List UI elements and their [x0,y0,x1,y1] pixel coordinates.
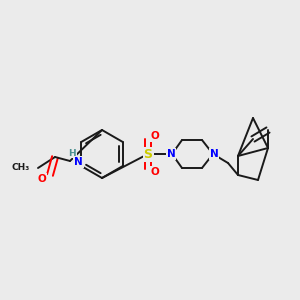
Text: N: N [167,149,176,159]
Text: O: O [151,167,159,177]
Text: N: N [74,157,83,167]
Text: O: O [38,174,46,184]
Text: N: N [210,149,218,159]
Text: CH₃: CH₃ [12,164,30,172]
Text: S: S [143,148,152,160]
Text: O: O [151,131,159,141]
Text: H: H [68,148,76,158]
